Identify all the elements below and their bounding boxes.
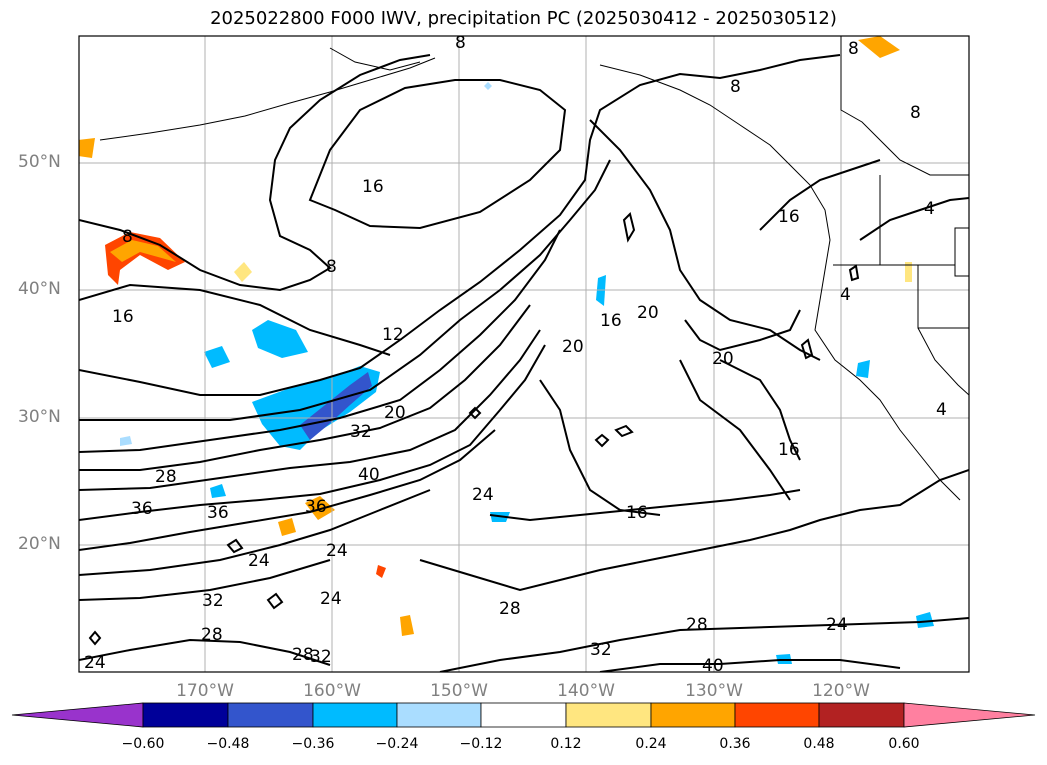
colorbar-segment [480,702,567,728]
contour-label: 16 [778,440,800,460]
contour-label: 8 [910,103,921,123]
colorbar-tick-label: −0.12 [459,736,503,752]
contour-label: 32 [310,647,332,667]
colorbar-segment [227,702,314,728]
colorbar-tick-label: 0.60 [888,736,920,752]
lat-label: 30°N [18,407,61,427]
contour-label: 4 [936,400,947,420]
colorbar-segment [396,702,482,728]
lon-label: 170°W [176,681,234,701]
contour-label: 28 [686,615,708,635]
figure-title: 2025022800 F000 IWV, precipitation PC (2… [210,8,837,29]
contour-label: 36 [305,497,327,517]
contour-label: 8 [122,227,133,247]
colorbar-segment [312,702,398,728]
contour-label: 24 [826,615,848,635]
colorbar [11,702,1036,728]
contour-label: 24 [84,653,106,673]
contour-label: 28 [155,467,177,487]
colorbar-tick-label: 0.36 [719,736,751,752]
contour-label: 12 [382,325,404,345]
colorbar-tick-label: −0.24 [375,736,419,752]
contour-label: 24 [326,541,348,561]
contour-labels: 8 8 8 8 8 8 4 4 4 16 16 16 16 16 16 12 2… [84,33,947,676]
colorbar-segment [818,702,905,728]
lon-label: 160°W [303,681,361,701]
lon-label: 140°W [557,681,615,701]
contour-label: 36 [207,503,229,523]
contour-label: 16 [626,503,648,523]
contour-label: 16 [778,207,800,227]
colorbar-segment [142,702,229,728]
contour-label: 8 [455,33,466,53]
contour-label: 36 [131,499,153,519]
colorbar-tick-label: 0.12 [550,736,582,752]
colorbar-max-extension [903,702,1036,728]
contour-label: 28 [499,599,521,619]
colorbar-segment [650,702,736,728]
lon-label: 130°W [685,681,743,701]
colorbar-tick-label: 0.48 [803,736,835,752]
contour-label: 8 [730,77,741,97]
contour-label: 20 [384,403,406,423]
contour-label: 32 [350,422,372,442]
graticule [79,36,969,672]
contour-label: 16 [112,307,134,327]
contour-label: 24 [472,485,494,505]
contour-label: 4 [840,285,851,305]
contour-label: 16 [600,311,622,331]
colorbar-tick-label: −0.48 [206,736,250,752]
contour-label: 24 [320,589,342,609]
lon-label: 120°W [812,681,870,701]
contour-label: 40 [358,465,380,485]
contour-label: 20 [562,337,584,357]
colorbar-segment [734,702,820,728]
colorbar-tick-label: −0.36 [291,736,335,752]
contour-label: 4 [924,199,935,219]
contour-label: 20 [637,303,659,323]
contour-label: 24 [248,551,270,571]
contour-label: 8 [848,39,859,59]
map-frame [78,35,970,673]
colorbar-segment [565,702,652,728]
lat-label: 50°N [18,152,61,172]
contour-label: 8 [326,257,337,277]
colorbar-tick-label: −0.60 [121,736,165,752]
lat-label: 20°N [18,534,61,554]
contour-label: 20 [712,349,734,369]
coastlines [99,36,969,501]
iwv-contours [79,54,969,672]
contour-label: 32 [202,591,224,611]
contour-label: 28 [292,645,314,665]
lat-label: 40°N [18,279,61,299]
lon-label: 150°W [430,681,488,701]
contour-label: 28 [201,625,223,645]
contour-label: 32 [590,640,612,660]
contour-label: 16 [362,177,384,197]
contour-label: 40 [702,656,724,676]
colorbar-min-extension [11,702,144,728]
colorbar-tick-label: 0.24 [635,736,667,752]
